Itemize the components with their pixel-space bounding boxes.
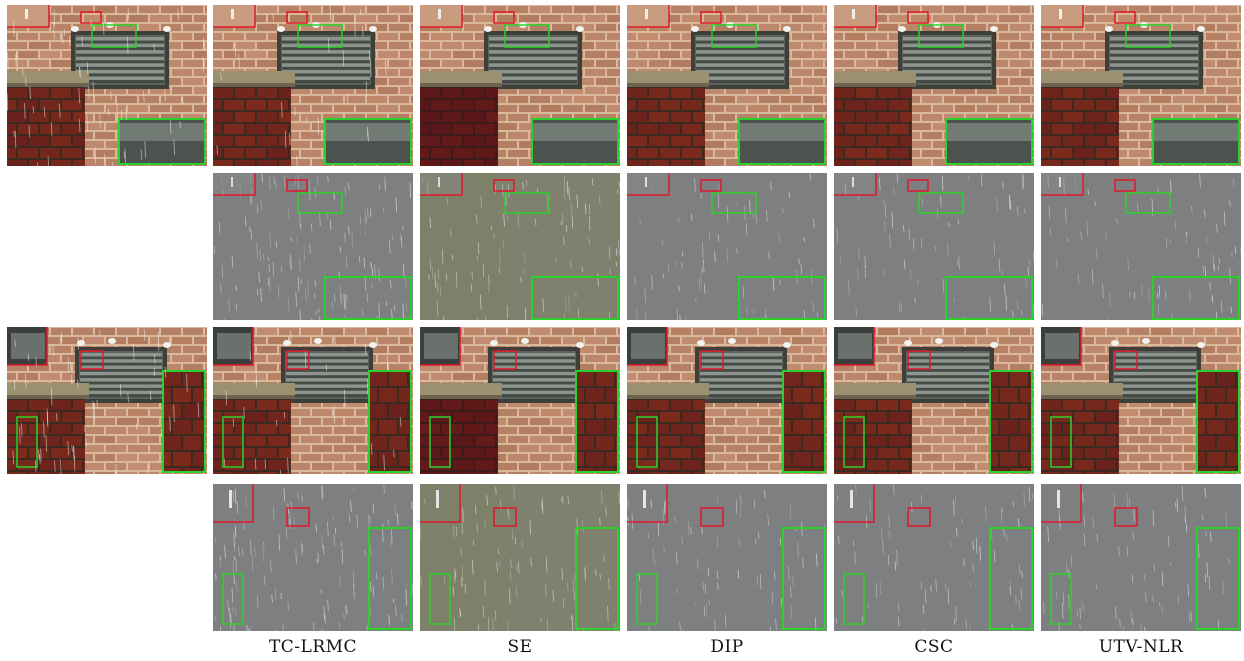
- scene-bottom-se-image: [420, 327, 620, 474]
- rain-top-dip-svg: [627, 173, 827, 320]
- column-label-dip: DIP: [710, 637, 744, 657]
- rain-top-csc-svg: [834, 173, 1034, 320]
- scene-top-utv-nlr-image: [1041, 5, 1241, 166]
- scene-bottom-dip-image: [627, 327, 827, 474]
- scene-bottom-dip-svg: [627, 327, 827, 474]
- column-label-csc: CSC: [914, 637, 954, 657]
- rain-top-utv-nlr-image: [1041, 173, 1241, 320]
- column-label-utv-nlr: UTV-NLR: [1098, 637, 1184, 657]
- rain-top-se-svg: [420, 173, 620, 320]
- scene-bottom-se-svg: [420, 327, 620, 474]
- rain-bottom-se-svg: [420, 484, 620, 631]
- rain-bottom-se-image: [420, 484, 620, 631]
- scene-bottom-tc-lrmc-image: [213, 327, 413, 474]
- rain-bottom-dip-svg: [627, 484, 827, 631]
- column-label-tc-lrmc: TC-LRMC: [268, 637, 358, 657]
- scene-top-dip-image: [627, 5, 827, 166]
- scene-top-dip-svg: [627, 5, 827, 166]
- rain-top-tc-lrmc-svg: [213, 173, 413, 320]
- rain-top-dip-image: [627, 173, 827, 320]
- scene-top-tc-lrmc-image: [213, 5, 413, 166]
- rain-bottom-csc-svg: [834, 484, 1034, 631]
- rain-bottom-tc-lrmc-image: [213, 484, 413, 631]
- scene-top-csc-svg: [834, 5, 1034, 166]
- scene-bottom-utv-nlr-svg: [1041, 327, 1241, 474]
- rain-top-utv-nlr-svg: [1041, 173, 1241, 320]
- rain-bottom-csc-image: [834, 484, 1034, 631]
- scene-top-input-svg: [7, 5, 207, 166]
- scene-top-se-image: [420, 5, 620, 166]
- scene-bottom-csc-svg: [834, 327, 1034, 474]
- scene-top-se-svg: [420, 5, 620, 166]
- rain-bottom-tc-lrmc-svg: [213, 484, 413, 631]
- scene-top-csc-image: [834, 5, 1034, 166]
- scene-top-input-image: [7, 5, 207, 166]
- scene-top-utv-nlr-svg: [1041, 5, 1241, 166]
- rain-bottom-dip-image: [627, 484, 827, 631]
- rain-bottom-utv-nlr-svg: [1041, 484, 1241, 631]
- rain-top-tc-lrmc-image: [213, 173, 413, 320]
- scene-bottom-input-svg: [7, 327, 207, 474]
- rain-top-se-image: [420, 173, 620, 320]
- column-label-se: SE: [507, 637, 533, 657]
- scene-bottom-csc-image: [834, 327, 1034, 474]
- rain-bottom-utv-nlr-image: [1041, 484, 1241, 631]
- rain-top-csc-image: [834, 173, 1034, 320]
- scene-bottom-input-image: [7, 327, 207, 474]
- scene-bottom-utv-nlr-image: [1041, 327, 1241, 474]
- scene-bottom-tc-lrmc-svg: [213, 327, 413, 474]
- scene-top-tc-lrmc-svg: [213, 5, 413, 166]
